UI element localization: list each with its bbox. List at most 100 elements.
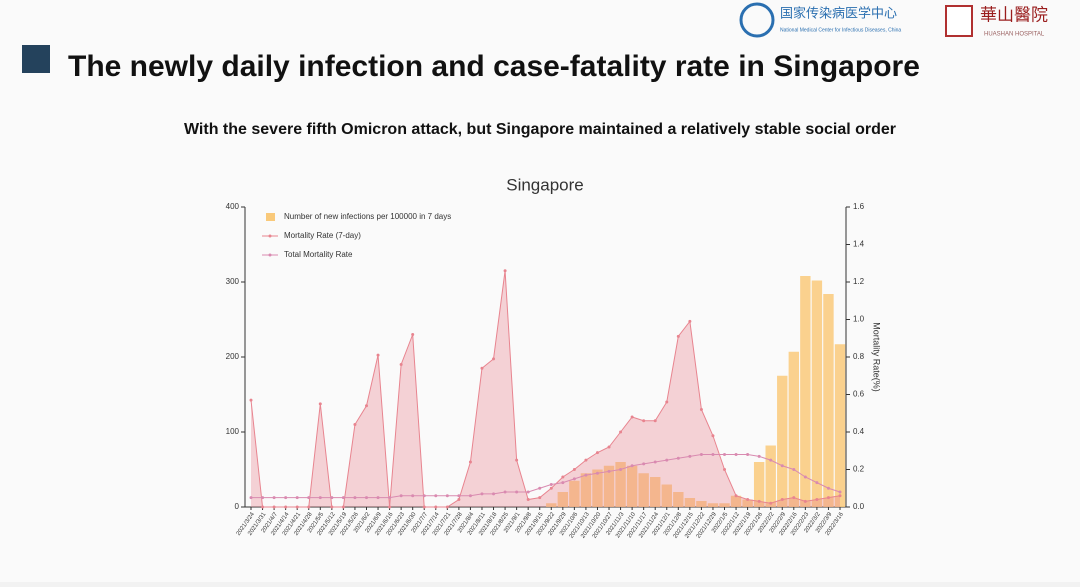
- marker: [549, 483, 553, 486]
- marker: [723, 468, 727, 471]
- bar: [650, 477, 661, 507]
- marker: [318, 496, 322, 500]
- marker: [318, 402, 322, 406]
- marker: [607, 445, 611, 449]
- marker: [399, 363, 403, 366]
- marker: [734, 494, 738, 498]
- marker: [792, 496, 796, 500]
- marker: [734, 453, 738, 456]
- bar: [580, 473, 592, 507]
- marker: [630, 464, 634, 468]
- marker: [480, 492, 484, 496]
- marker: [411, 333, 415, 336]
- marker: [295, 496, 299, 500]
- bar: [696, 501, 707, 507]
- bar: [765, 445, 776, 507]
- marker: [249, 398, 253, 402]
- legend-label: Total Mortality Rate: [284, 250, 353, 259]
- marker: [815, 498, 819, 501]
- hospital-name: 華山醫院: [980, 6, 1048, 26]
- marker: [341, 496, 345, 500]
- plot: 0 100 200 300 400 0.0 0.2 0.4 0.6 0.8 1.0 1.2 1.4 1.6…: [226, 202, 865, 540]
- center-name-en: National Medical Center for Infectious D…: [780, 27, 901, 33]
- marker: [711, 434, 715, 438]
- y-tick-label: 100: [226, 427, 240, 436]
- marker: [769, 501, 773, 505]
- marker: [457, 498, 461, 501]
- marker: [284, 496, 288, 500]
- bar: [684, 498, 696, 507]
- marker: [757, 454, 761, 458]
- marker: [769, 458, 773, 462]
- marker: [492, 492, 496, 496]
- marker: [364, 404, 368, 408]
- y2-tick-label: 0.0: [853, 502, 865, 511]
- area: [251, 270, 840, 507]
- marker: [376, 353, 380, 357]
- bar: [673, 492, 684, 507]
- bar: [834, 344, 846, 507]
- marker: [549, 486, 553, 490]
- marker: [699, 453, 703, 456]
- marker: [561, 475, 565, 479]
- marker: [665, 458, 669, 462]
- marker: [353, 496, 357, 500]
- marker: [376, 496, 380, 500]
- marker: [480, 366, 484, 370]
- marker: [746, 498, 750, 501]
- marker: [468, 460, 472, 464]
- marker: [307, 496, 311, 500]
- marker: [688, 454, 692, 458]
- marker: [492, 357, 496, 361]
- line: [251, 454, 841, 499]
- bar: [626, 465, 638, 507]
- marker: [388, 505, 392, 509]
- marker: [746, 453, 750, 456]
- marker: [422, 494, 426, 498]
- y2-tick-label: 0.2: [853, 465, 865, 474]
- marker: [388, 496, 392, 500]
- center-name: 国家传染病医学中心: [780, 5, 897, 20]
- y2-tick-label: 0.4: [853, 427, 865, 436]
- marker: [815, 481, 819, 485]
- title-bullet: [22, 45, 50, 73]
- y2-axis-label: Mortality Rate(%): [872, 322, 882, 392]
- chart-title: Singapore: [506, 175, 584, 194]
- marker: [538, 486, 542, 490]
- marker: [676, 334, 680, 338]
- marker: [364, 496, 368, 500]
- bar: [800, 276, 811, 507]
- bar: [742, 499, 753, 507]
- line: [250, 270, 841, 508]
- marker: [515, 490, 519, 494]
- slide-title: The newly daily infection and case-fatal…: [68, 50, 920, 83]
- marker: [642, 419, 646, 423]
- bar: [603, 465, 615, 507]
- marker: [838, 490, 842, 494]
- center-logo: [739, 2, 775, 38]
- marker: [526, 490, 530, 494]
- bar: [661, 484, 672, 507]
- marker: [330, 496, 334, 500]
- marker: [584, 458, 588, 462]
- bar: [730, 495, 742, 507]
- marker: [399, 494, 403, 498]
- marker: [411, 494, 415, 498]
- y2-tick-label: 1.0: [853, 315, 865, 324]
- bar: [777, 375, 788, 507]
- marker: [688, 319, 692, 323]
- marker: [503, 490, 507, 494]
- marker: [803, 475, 807, 479]
- bar: [592, 469, 603, 507]
- marker: [445, 505, 449, 509]
- bar: [788, 351, 800, 507]
- bar: [811, 280, 823, 507]
- marker: [330, 505, 334, 509]
- marker: [699, 408, 703, 411]
- marker: [307, 505, 311, 509]
- y2-tick-label: 1.4: [853, 240, 865, 249]
- marker: [838, 494, 842, 498]
- marker: [526, 498, 530, 501]
- marker: [538, 496, 542, 500]
